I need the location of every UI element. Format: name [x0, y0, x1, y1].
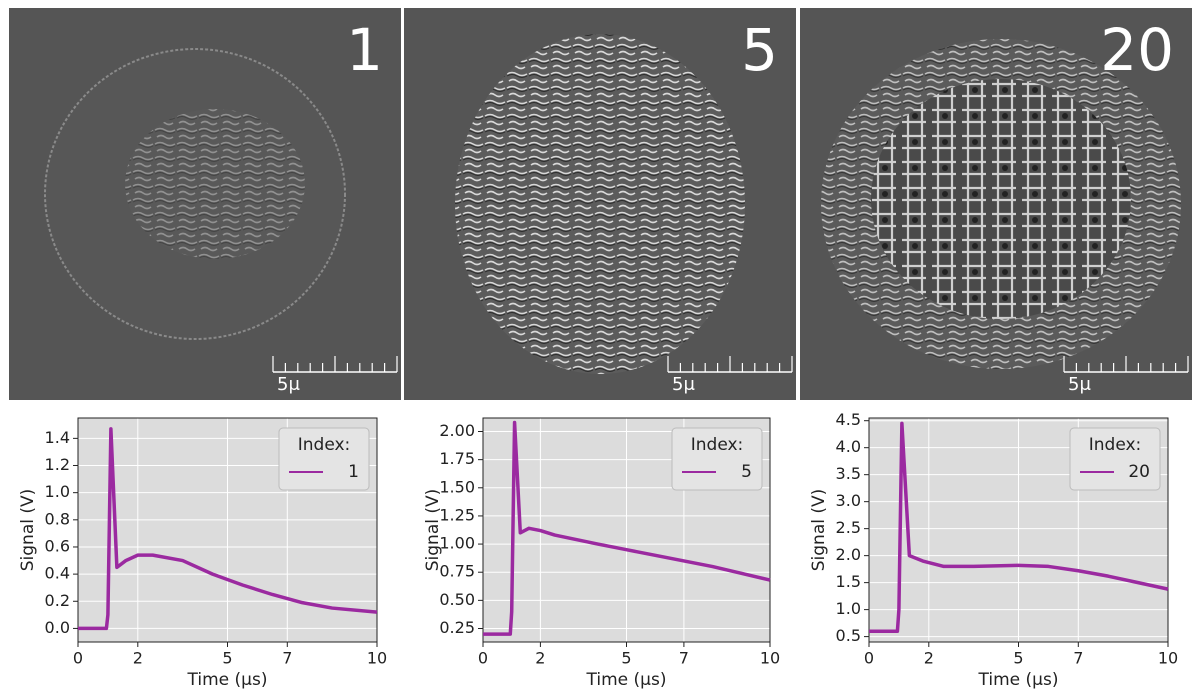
signal-line: [483, 420, 771, 636]
y-axis-label: Signal (V): [809, 489, 829, 572]
scale-label: 5μ: [672, 374, 695, 395]
plot-frame: [482, 417, 771, 643]
y-tick-label: 0.25: [439, 618, 475, 637]
panel-label: 5: [741, 16, 778, 84]
x-tick-label: 5: [1013, 649, 1023, 668]
y-tick-label: 0.6: [45, 536, 70, 555]
x-tick-label: 10: [1158, 649, 1178, 668]
signal-line: [869, 421, 1169, 633]
plot-frame: [77, 417, 378, 643]
y-tick-label: 1.50: [439, 477, 475, 496]
legend-title: Index:: [691, 435, 744, 455]
x-tick-label: 5: [621, 649, 631, 668]
x-tick-label: 0: [478, 649, 488, 668]
y-tick-label: 0.0: [45, 618, 70, 637]
y-tick-label: 2.00: [439, 421, 475, 440]
y-tick-label: 0.75: [439, 562, 475, 581]
x-tick-label: 10: [367, 649, 387, 668]
y-axis-label: Signal (V): [423, 489, 443, 572]
x-tick-label: 0: [864, 649, 874, 668]
x-tick-label: 7: [679, 649, 689, 668]
y-tick-label: 3.5: [836, 464, 861, 483]
legend-box: [278, 427, 370, 491]
y-tick-label: 3.0: [836, 491, 861, 510]
x-tick-label: 7: [282, 649, 292, 668]
y-tick-label: 0.8: [45, 509, 70, 528]
y-tick-label: 0.50: [439, 590, 475, 609]
x-tick-label: 0: [73, 649, 83, 668]
legend-box: [671, 427, 763, 491]
x-tick-label: 10: [760, 649, 780, 668]
x-axis-label: Time (μs): [187, 670, 268, 690]
ablation-core: [125, 109, 305, 259]
legend-label: 1: [348, 462, 359, 482]
panel-label: 20: [1100, 16, 1174, 84]
legend-title: Index:: [1089, 435, 1142, 455]
x-tick-label: 7: [1073, 649, 1083, 668]
y-tick-label: 1.5: [836, 572, 861, 591]
legend-title: Index:: [298, 435, 351, 455]
x-axis-label: Time (μs): [978, 670, 1059, 690]
y-tick-label: 1.2: [45, 455, 70, 474]
y-tick-label: 2.5: [836, 518, 861, 537]
y-tick-label: 1.00: [439, 534, 475, 553]
y-tick-label: 4.5: [836, 410, 861, 429]
y-tick-label: 0.4: [45, 564, 70, 583]
y-tick-label: 1.4: [45, 428, 70, 447]
scale-label: 5μ: [277, 374, 300, 395]
x-tick-label: 2: [924, 649, 934, 668]
ablation-core: [871, 79, 1131, 319]
x-tick-label: 5: [222, 649, 232, 668]
x-tick-label: 2: [133, 649, 143, 668]
y-tick-label: 1.25: [439, 505, 475, 524]
y-tick-label: 0.2: [45, 591, 70, 610]
y-tick-label: 4.0: [836, 437, 861, 456]
y-axis-label: Signal (V): [18, 489, 38, 572]
x-tick-label: 2: [535, 649, 545, 668]
legend-box: [1069, 427, 1161, 491]
y-tick-label: 1.0: [45, 482, 70, 501]
scale-label: 5μ: [1068, 374, 1091, 395]
legend-label: 20: [1128, 462, 1150, 482]
y-tick-label: 0.5: [836, 626, 861, 645]
signal-line: [78, 427, 378, 631]
ablation-spot: [455, 34, 745, 374]
y-tick-label: 2.0: [836, 545, 861, 564]
y-tick-label: 1.0: [836, 599, 861, 618]
x-axis-label: Time (μs): [586, 670, 667, 690]
panel-label: 1: [346, 16, 383, 84]
plot-frame: [868, 417, 1169, 643]
legend-label: 5: [741, 462, 752, 482]
y-tick-label: 1.75: [439, 449, 475, 468]
